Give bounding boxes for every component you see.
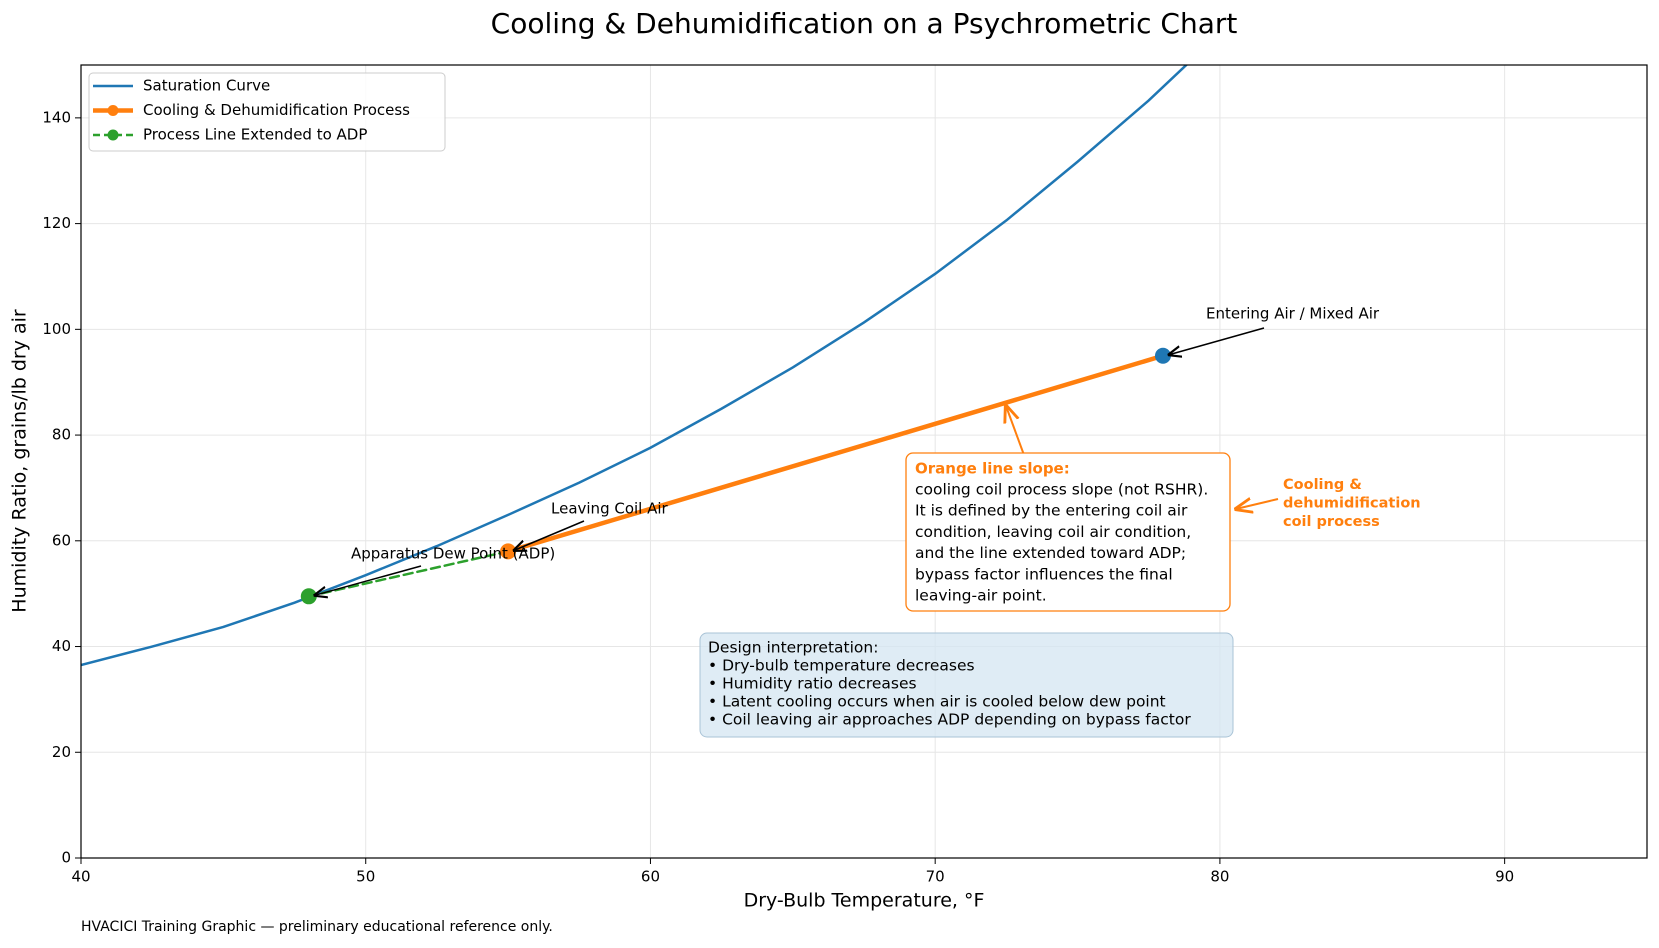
x-tick-label: 90 (1495, 868, 1514, 886)
grid (80, 65, 1647, 859)
slope-note-line: It is defined by the entering coil air (915, 502, 1188, 520)
design-note-line: Design interpretation: (708, 639, 878, 657)
y-tick-label: 40 (52, 637, 71, 655)
series-line (505, 353, 1166, 554)
annotation-arrow (315, 565, 422, 595)
point-marker (1154, 347, 1171, 364)
slope-note-line: and the line extended toward ADP; (915, 544, 1186, 562)
x-tick-label: 50 (356, 868, 375, 886)
y-tick-label: 100 (42, 320, 71, 338)
series-line (81, 65, 1189, 667)
y-axis-label: Humidity Ratio, grains/lb dry air (9, 309, 31, 613)
legend-marker (107, 129, 119, 141)
point-marker (300, 588, 317, 605)
point-label: Entering Air / Mixed Air (1206, 305, 1380, 323)
process-label: coil process (1283, 514, 1380, 530)
x-tick-label: 70 (926, 868, 945, 886)
slope-note-line: condition, leaving coil air condition, (915, 523, 1191, 541)
footnote: HVACICI Training Graphic — preliminary e… (81, 919, 553, 935)
note-arrow (1006, 406, 1025, 456)
y-tick-label: 120 (42, 214, 71, 232)
design-note-line: • Dry-bulb temperature decreases (708, 657, 975, 675)
axes-frame (80, 64, 1648, 859)
x-axis-label: Dry-Bulb Temperature, °F (744, 890, 985, 912)
design-note-line: • Latent cooling occurs when air is cool… (708, 693, 1166, 711)
slope-note-line: leaving-air point. (915, 587, 1047, 605)
annotation-arrow (1169, 327, 1265, 355)
annotation-arrow (514, 520, 585, 550)
slope-note-title: Orange line slope: (915, 460, 1070, 478)
design-note-line: • Coil leaving air approaches ADP depend… (708, 711, 1191, 729)
legend-box (88, 72, 446, 152)
x-tick-label: 60 (641, 868, 660, 886)
design-note-box (699, 632, 1234, 738)
series-line (307, 550, 510, 598)
x-tick-label: 40 (71, 868, 90, 886)
slope-note-line: cooling coil process slope (not RSHR). (915, 481, 1208, 499)
process-arrow (1236, 499, 1279, 509)
process-label: dehumidification (1283, 496, 1421, 512)
legend-label: Process Line Extended to ADP (143, 126, 367, 144)
legend-label: Cooling & Dehumidification Process (143, 101, 410, 119)
process-label: Cooling & (1283, 477, 1362, 493)
annotations: Entering Air / Mixed Air Leaving Coil Air… (315, 305, 1421, 738)
plot-area (81, 65, 1189, 667)
y-tick-label: 0 (61, 849, 71, 867)
y-tick-label: 140 (42, 108, 71, 126)
y-tick-label: 80 (52, 426, 71, 444)
slope-note-box (905, 452, 1231, 612)
chart-title: Cooling & Dehumidification on a Psychrom… (491, 7, 1238, 40)
design-note-line: • Humidity ratio decreases (708, 675, 917, 693)
point-label: Leaving Coil Air (551, 500, 669, 518)
point-label: Apparatus Dew Point (ADP) (351, 545, 555, 563)
legend: Saturation Curve Cooling & Dehumidificati… (88, 72, 446, 152)
legend-label: Saturation Curve (143, 77, 270, 95)
slope-note-line: bypass factor influences the final (915, 565, 1173, 583)
x-tick-label: 80 (1210, 868, 1229, 886)
legend-marker (107, 105, 119, 116)
y-tick-label: 60 (52, 531, 71, 549)
y-tick-label: 20 (52, 743, 71, 761)
